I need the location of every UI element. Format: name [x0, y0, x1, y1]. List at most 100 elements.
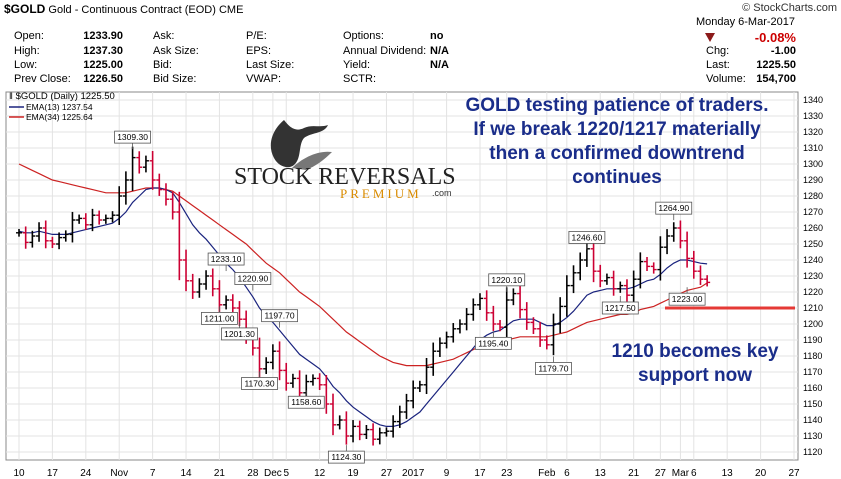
ohlc-bar	[623, 279, 630, 302]
logo-dotcom: .com	[432, 188, 452, 198]
x-tick-label: 27	[655, 468, 667, 479]
quote-date: Monday 6-Mar-2017	[695, 16, 795, 28]
ohlc-bar	[657, 236, 664, 281]
x-tick-label: 28	[247, 468, 259, 479]
ohlc-bar	[102, 214, 109, 224]
ohlc-bar	[470, 298, 477, 321]
eps-label: EPS:	[246, 45, 272, 57]
ohlc-bar	[436, 337, 443, 357]
ohlc-bar	[456, 319, 463, 334]
ohlc-bar	[463, 308, 470, 331]
ohlc-bar	[550, 313, 557, 356]
ohlc-bar	[483, 290, 490, 321]
x-tick-label: 21	[214, 468, 226, 479]
ask-size-label: Ask Size:	[153, 45, 199, 57]
price-callout: 1309.30	[114, 130, 151, 150]
ohlc-bar	[42, 220, 49, 249]
annotation-top-line2: If we break 1220/1217 materially	[473, 119, 761, 140]
ohlc-bar	[637, 252, 644, 289]
y-tick-label: 1130	[803, 431, 822, 441]
ohlc-bar	[597, 264, 604, 288]
y-tick-label: 1280	[803, 191, 823, 201]
ohlc-bar	[89, 208, 96, 232]
ohlc-bar	[403, 393, 410, 419]
callout-box	[201, 311, 238, 325]
callout-box	[221, 327, 258, 341]
ohlc-bar	[383, 427, 390, 437]
callout-box	[668, 292, 706, 306]
low-value: 1225.00	[83, 59, 123, 71]
ohlc-bar	[557, 297, 564, 334]
price-callout: 1246.60	[568, 231, 606, 250]
ohlc-bar	[697, 265, 704, 285]
description: Gold - Continuous Contract (EOD)	[48, 4, 216, 16]
last-label: Last:	[706, 59, 730, 71]
ohlc-bar	[423, 357, 430, 395]
ohlc-bar	[704, 275, 711, 287]
y-tick-label: 1140	[803, 415, 822, 425]
ohlc-bar	[517, 284, 524, 319]
callout-box	[568, 231, 606, 244]
callout-box	[207, 252, 245, 266]
ohlc-bar	[370, 423, 377, 446]
annual-dividend-label: Annual Dividend:	[343, 45, 427, 57]
annotation-top-line4: continues	[572, 167, 662, 188]
source-label[interactable]: © StockCharts.com	[742, 2, 837, 14]
last-size-label: Last Size:	[246, 59, 295, 71]
callout-label: 1201.30	[224, 329, 255, 339]
ohlc-bar	[430, 342, 437, 376]
ohlc-bar	[142, 155, 149, 173]
x-tick-label: 19	[347, 468, 359, 479]
ohlc-bar	[376, 427, 383, 445]
callout-label: 1233.10	[211, 254, 242, 264]
volume-label: Volume:	[706, 73, 746, 85]
x-tick-label: 14	[180, 468, 192, 479]
callout-label: 1217.50	[605, 303, 636, 313]
ohlc-bar	[490, 305, 497, 331]
callout-box	[488, 273, 526, 287]
y-tick-label: 1170	[803, 367, 822, 377]
ohlc-bar	[229, 294, 236, 314]
price-callout: 1158.60	[287, 390, 325, 409]
price-callout: 1124.30	[327, 445, 365, 464]
ohlc-bar	[269, 344, 276, 370]
ohlc-bar	[363, 424, 370, 440]
x-tick-label: Dec	[264, 468, 282, 479]
open-label: Open:	[14, 30, 44, 42]
y-tick-label: 1160	[803, 383, 822, 393]
callout-box	[234, 272, 272, 285]
callout-box	[327, 450, 365, 464]
exchange: CME	[218, 4, 244, 16]
logo-line1: STOCK REVERSALS	[234, 164, 456, 190]
price-callout: 1170.30	[241, 371, 278, 390]
y-tick-label: 1120	[803, 447, 822, 457]
x-tick-label: 12	[314, 468, 326, 479]
callout-label: 1170.30	[244, 379, 274, 389]
ohlc-bar	[82, 213, 89, 230]
x-tick-label: 13	[595, 468, 607, 479]
callout-label: 1124.30	[331, 452, 361, 462]
y-tick-label: 1260	[803, 223, 823, 233]
ohlc-bar	[650, 262, 657, 274]
y-tick-label: 1230	[803, 271, 823, 281]
x-tick-label: 21	[628, 468, 640, 479]
ohlc-bar	[209, 268, 216, 297]
x-tick-label: Nov	[110, 468, 128, 479]
ohlc-bar	[590, 237, 597, 283]
ohlc-bar	[677, 220, 684, 249]
change-percent: -0.08%	[754, 30, 796, 45]
price-callout: 1201.30	[221, 321, 258, 341]
x-tick-label: 20	[755, 468, 767, 479]
y-tick-label: 1320	[803, 127, 823, 137]
price-callout: 1223.00	[668, 287, 706, 306]
ohlc-bar	[563, 275, 570, 317]
ohlc-bar	[503, 287, 510, 340]
ohlc-bar	[577, 252, 584, 281]
x-tick-label: 6	[691, 468, 697, 479]
ohlc-bar	[129, 146, 136, 191]
ohlc-bar	[476, 293, 483, 310]
ohlc-bar	[350, 420, 357, 443]
callout-label: 1197.70	[265, 311, 295, 321]
y-tick-label: 1270	[803, 207, 823, 217]
